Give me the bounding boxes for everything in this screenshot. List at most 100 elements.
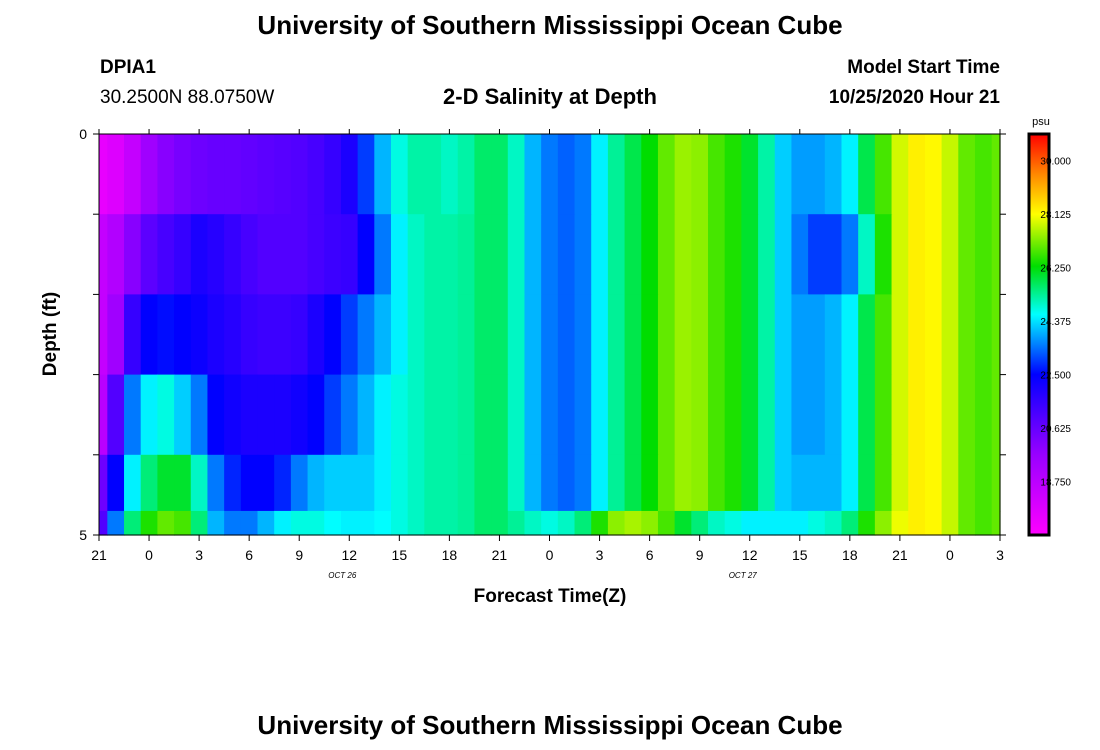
heatmap-cell <box>324 294 342 376</box>
heatmap-cell <box>924 214 943 295</box>
x-tick-label: 9 <box>295 547 303 563</box>
heatmap-cell <box>390 454 409 512</box>
heatmap-cell <box>274 374 292 456</box>
heatmap-cell <box>324 510 342 536</box>
heatmap-cell <box>457 374 476 456</box>
heatmap-cell <box>157 454 175 512</box>
heatmap-cell <box>841 374 859 456</box>
heatmap-cell <box>407 510 425 536</box>
heatmap-cell <box>340 214 359 295</box>
heatmap-cell <box>891 510 909 536</box>
x-tick-label: 18 <box>442 547 458 563</box>
heatmap-cell <box>657 510 676 536</box>
heatmap-cell <box>290 294 309 376</box>
heatmap-cell <box>574 454 592 512</box>
heatmap-cell <box>974 454 993 512</box>
heatmap-cell <box>374 134 392 215</box>
heatmap-cell <box>591 510 609 536</box>
heatmap-cell <box>390 214 409 295</box>
heatmap-cell <box>557 134 576 215</box>
heatmap-cell <box>924 374 943 456</box>
heatmap-cell <box>741 454 759 512</box>
heatmap-cell <box>441 214 459 295</box>
heatmap-cell <box>708 374 726 456</box>
heatmap-cell <box>474 510 492 536</box>
heatmap-cell <box>858 214 876 295</box>
heatmap-cell <box>758 510 776 536</box>
heatmap-cell <box>557 214 576 295</box>
heatmap-cell <box>190 134 209 215</box>
heatmap-cell <box>99 374 108 456</box>
heatmap-cell <box>441 374 459 456</box>
heatmap-cell <box>340 454 359 512</box>
heatmap-cell <box>507 214 526 295</box>
heatmap-cell <box>407 214 425 295</box>
heatmap-cell <box>207 510 225 536</box>
heatmap-cell <box>474 214 492 295</box>
heatmap-cell <box>758 454 776 512</box>
x-tick-label: 15 <box>792 547 808 563</box>
heatmap-cell <box>541 214 559 295</box>
heatmap-cell <box>574 374 592 456</box>
heatmap-cell <box>791 510 809 536</box>
heatmap-cell <box>891 454 909 512</box>
x-tick-label: 0 <box>546 547 554 563</box>
heatmap-cell <box>340 294 359 376</box>
heatmap-cell <box>641 134 659 215</box>
heatmap-cell <box>891 294 909 376</box>
heatmap-cell <box>290 454 309 512</box>
heatmap-cell <box>741 294 759 376</box>
heatmap-cell <box>858 374 876 456</box>
salinity-heatmap-chart: 21 0 3 6 9 12 15 18 21 0 3 6 9 12 15 18 21 0 3 OCT 26 OCT 27… <box>79 116 1071 580</box>
heatmap-cell <box>157 294 175 376</box>
heatmap-cell <box>441 454 459 512</box>
heatmap-cell <box>974 294 993 376</box>
heatmap-cell <box>858 294 876 376</box>
heatmap-cell <box>841 510 859 536</box>
x-tick-label: 0 <box>145 547 153 563</box>
heatmap-cell <box>324 374 342 456</box>
heatmap-cell <box>791 134 809 215</box>
heatmap-cell <box>824 134 843 215</box>
heatmap-cell <box>424 134 442 215</box>
heatmap-cell <box>808 294 826 376</box>
heatmap-cell <box>991 510 1001 536</box>
heatmap-cell <box>941 454 959 512</box>
heatmap-cell <box>441 134 459 215</box>
heatmap-cell <box>224 294 242 376</box>
x-tick-label: 3 <box>596 547 604 563</box>
heatmap-cell <box>791 454 809 512</box>
heatmap-cell <box>140 134 158 215</box>
heatmap-cell <box>624 510 642 536</box>
heatmap-cell <box>908 214 926 295</box>
heatmap-cell <box>290 214 309 295</box>
heatmap-cell <box>941 294 959 376</box>
heatmap-cell <box>491 374 509 456</box>
heatmap-cell <box>541 134 559 215</box>
heatmap-cell <box>924 454 943 512</box>
heatmap-cell <box>724 214 742 295</box>
heatmap-cell <box>340 374 359 456</box>
station-coordinates: 30.2500N 88.0750W <box>100 87 275 108</box>
heatmap-cell <box>607 454 626 512</box>
heatmap-cell <box>140 294 158 376</box>
heatmap-cell <box>457 510 476 536</box>
heatmap-cell <box>691 294 709 376</box>
heatmap-cell <box>974 134 993 215</box>
heatmap-cell <box>324 454 342 512</box>
heatmap-cell <box>307 454 325 512</box>
heatmap-cell <box>591 374 609 456</box>
heatmap-cell <box>624 134 642 215</box>
heatmap-cell <box>340 134 359 215</box>
heatmap-cell <box>924 510 943 536</box>
heatmap-cell <box>274 510 292 536</box>
heatmap-cell <box>491 214 509 295</box>
heatmap-cell <box>124 510 142 536</box>
heatmap-cell <box>224 134 242 215</box>
heatmap-cell <box>724 374 742 456</box>
colorbar-tick-label: 28.125 <box>1040 210 1071 221</box>
heatmap-cell <box>390 134 409 215</box>
heatmap-cell <box>808 454 826 512</box>
heatmap-cell <box>708 214 726 295</box>
heatmap-cell <box>574 134 592 215</box>
